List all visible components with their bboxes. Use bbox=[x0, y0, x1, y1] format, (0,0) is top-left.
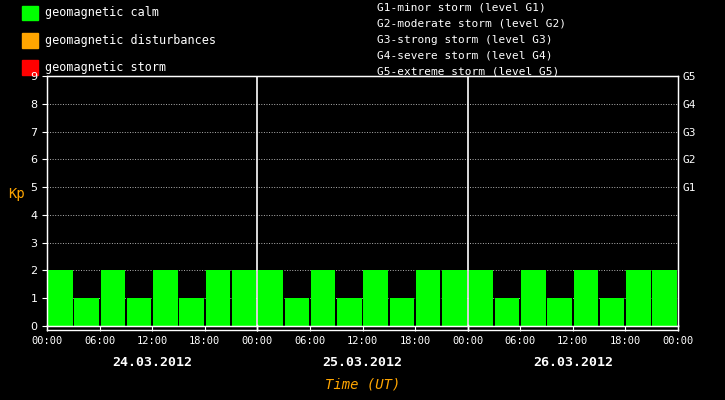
Bar bbox=[22, 6, 38, 20]
Text: G2-moderate storm (level G2): G2-moderate storm (level G2) bbox=[377, 18, 566, 28]
Bar bbox=[101, 270, 125, 326]
Bar bbox=[389, 298, 414, 326]
Bar bbox=[521, 270, 546, 326]
Bar bbox=[494, 298, 519, 326]
Bar bbox=[468, 270, 493, 326]
Bar bbox=[442, 270, 467, 326]
Bar bbox=[153, 270, 178, 326]
Bar bbox=[652, 270, 677, 326]
Text: G3-strong storm (level G3): G3-strong storm (level G3) bbox=[377, 34, 552, 44]
Bar bbox=[626, 270, 651, 326]
Bar bbox=[600, 298, 624, 326]
Bar bbox=[22, 33, 38, 48]
Bar bbox=[179, 298, 204, 326]
Bar bbox=[416, 270, 441, 326]
Bar bbox=[206, 270, 231, 326]
Bar bbox=[22, 60, 38, 75]
Text: 24.03.2012: 24.03.2012 bbox=[112, 356, 192, 368]
Text: G4-severe storm (level G4): G4-severe storm (level G4) bbox=[377, 51, 552, 61]
Text: 26.03.2012: 26.03.2012 bbox=[533, 356, 613, 368]
Bar bbox=[74, 298, 99, 326]
Text: geomagnetic disturbances: geomagnetic disturbances bbox=[45, 34, 216, 47]
Y-axis label: Kp: Kp bbox=[8, 187, 25, 201]
Bar bbox=[363, 270, 388, 326]
Bar bbox=[311, 270, 336, 326]
Bar bbox=[127, 298, 152, 326]
Bar bbox=[232, 270, 257, 326]
Text: Time (UT): Time (UT) bbox=[325, 378, 400, 392]
Bar bbox=[48, 270, 72, 326]
Text: geomagnetic storm: geomagnetic storm bbox=[45, 61, 166, 74]
Bar bbox=[337, 298, 362, 326]
Bar bbox=[284, 298, 309, 326]
Text: 25.03.2012: 25.03.2012 bbox=[323, 356, 402, 368]
Bar bbox=[547, 298, 572, 326]
Text: geomagnetic calm: geomagnetic calm bbox=[45, 6, 159, 20]
Bar bbox=[573, 270, 598, 326]
Text: G1-minor storm (level G1): G1-minor storm (level G1) bbox=[377, 2, 546, 12]
Bar bbox=[258, 270, 283, 326]
Text: G5-extreme storm (level G5): G5-extreme storm (level G5) bbox=[377, 67, 559, 77]
